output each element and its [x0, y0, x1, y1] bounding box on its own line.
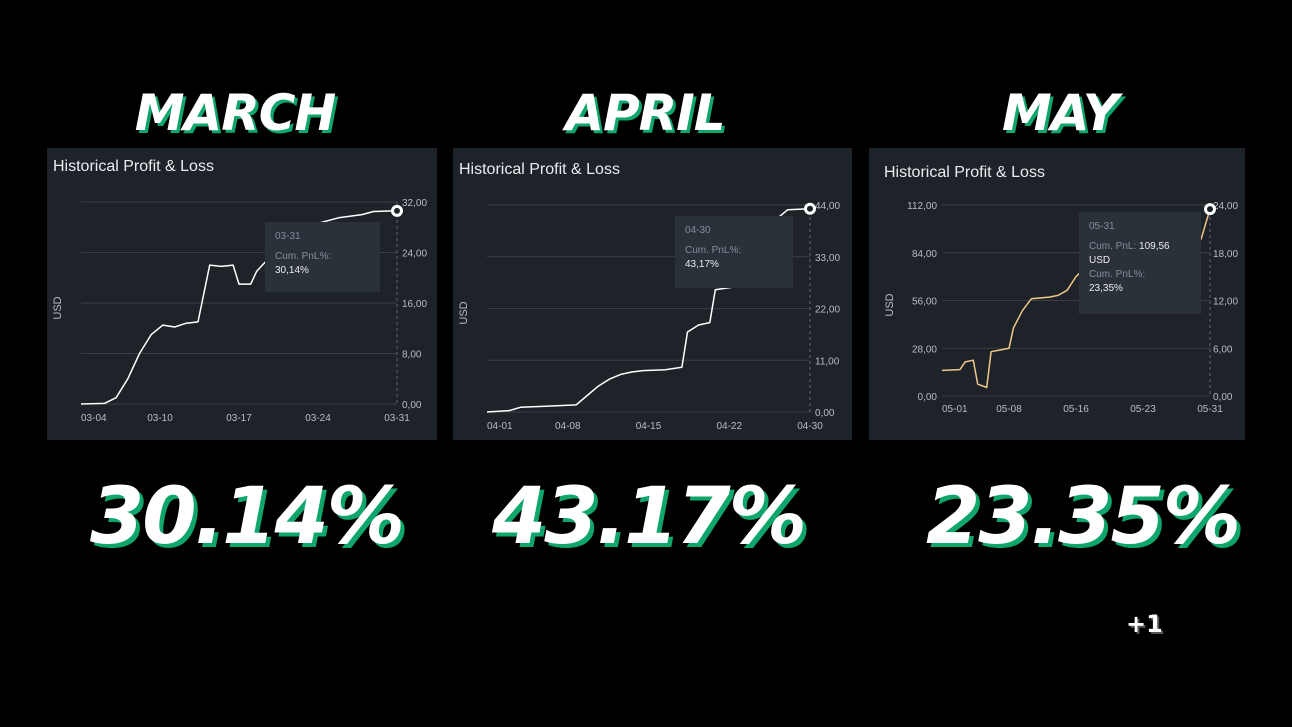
x-tick-label: 03-10 [147, 413, 173, 424]
month-title-may: MAY [1002, 84, 1119, 142]
x-tick-label: 05-23 [1130, 404, 1156, 415]
x-tick-label: 05-31 [1197, 404, 1223, 415]
chart-tooltip: 03-31 Cum. PnL%: 30,14% [265, 222, 380, 292]
pnl-chart-march: 32,00 24,00 16,00 8,00 0,00 03-04 03-10 03-17 03… [52, 198, 427, 424]
panel-title: Historical Profit & Loss [884, 164, 1045, 181]
y-axis-label: USD [884, 293, 896, 316]
x-tick-label: 04-22 [716, 421, 742, 432]
y-tick-label: 44,00 [815, 201, 840, 212]
month-title-april: APRIL [565, 84, 725, 142]
x-tick-label: 03-17 [226, 413, 252, 424]
tooltip-label: Cum. PnL%: [685, 245, 742, 256]
y-axis-label: USD [52, 296, 64, 319]
tooltip-label: Cum. PnL: [1089, 241, 1137, 252]
end-point-marker-inner [394, 207, 400, 214]
y-tick-label: 22,00 [815, 305, 840, 316]
chart-tooltip: 05-31 Cum. PnL: 109,56 USD Cum. PnL%: 23… [1079, 212, 1201, 314]
tooltip-label: Cum. PnL%: [275, 251, 332, 262]
y-tick-label: 6,00 [1213, 344, 1233, 355]
tooltip-value: 43,17% [685, 259, 719, 270]
tooltip-date: 04-30 [685, 225, 711, 236]
tooltip-value: 109,56 [1139, 241, 1170, 252]
x-tick-label: 05-01 [942, 404, 968, 415]
y-tick-label: 18,00 [1213, 249, 1238, 260]
pnl-chart-panel-may: Historical Profit & Loss 24,00 18,00 12,00… [869, 148, 1245, 440]
y-tick-label: 24,00 [1213, 201, 1238, 212]
panel-title: Historical Profit & Loss [459, 161, 620, 178]
tooltip-value-2: 23,35% [1089, 283, 1123, 294]
y-tick-label: 16,00 [402, 299, 427, 310]
end-point-marker-inner [1207, 206, 1213, 213]
y-tick-label-left: 0,00 [918, 392, 938, 403]
y-tick-label-left: 112,00 [907, 201, 937, 212]
x-tick-label: 04-30 [797, 421, 823, 432]
y-tick-label-left: 28,00 [912, 344, 937, 355]
panel-title: Historical Profit & Loss [53, 158, 214, 175]
y-tick-label: 32,00 [402, 198, 427, 209]
month-title-march: MARCH [134, 84, 337, 142]
tooltip-date: 03-31 [275, 231, 301, 242]
pnl-chart-april: 44,00 33,00 22,00 11,00 0,00 04-01 04-08 04-15 0… [458, 201, 840, 432]
chart-tooltip: 04-30 Cum. PnL%: 43,17% [675, 216, 793, 288]
tooltip-label-2: Cum. PnL%: [1089, 269, 1146, 280]
y-tick-label: 11,00 [815, 356, 840, 367]
y-tick-label: 0,00 [815, 408, 835, 419]
y-axis-label: USD [458, 301, 470, 324]
y-tick-label-left: 56,00 [912, 297, 937, 308]
y-tick-label: 12,00 [1213, 297, 1238, 308]
y-tick-label: 0,00 [1213, 392, 1233, 403]
tooltip-unit: USD [1089, 255, 1111, 266]
x-tick-label: 03-04 [81, 413, 107, 424]
tooltip-value: 30,14% [275, 265, 309, 276]
tooltip-date: 05-31 [1089, 221, 1115, 232]
end-point-marker-inner [807, 205, 813, 212]
x-tick-label: 04-15 [636, 421, 662, 432]
y-tick-label: 0,00 [402, 400, 422, 411]
result-percent-march: 30.14% [90, 472, 405, 562]
x-tick-label: 04-01 [487, 421, 513, 432]
pnl-chart-panel-march: Historical Profit & Loss 32,00 24,00 16,00… [47, 148, 437, 440]
x-tick-label: 05-08 [996, 404, 1022, 415]
y-tick-label: 8,00 [402, 350, 422, 361]
y-tick-label-left: 84,00 [912, 249, 937, 260]
x-tick-label: 03-31 [384, 413, 410, 424]
pnl-chart-panel-april: Historical Profit & Loss 44,00 33,00 22,00… [453, 148, 852, 440]
y-tick-label: 24,00 [402, 249, 427, 260]
x-tick-label: 04-08 [555, 421, 581, 432]
y-tick-label: 33,00 [815, 253, 840, 264]
x-tick-label: 05-16 [1063, 404, 1089, 415]
result-percent-may: 23.35% [926, 472, 1241, 562]
result-percent-april: 43.17% [492, 472, 807, 562]
plus-one-badge: +1 [1126, 610, 1163, 638]
x-tick-label: 03-24 [305, 413, 331, 424]
